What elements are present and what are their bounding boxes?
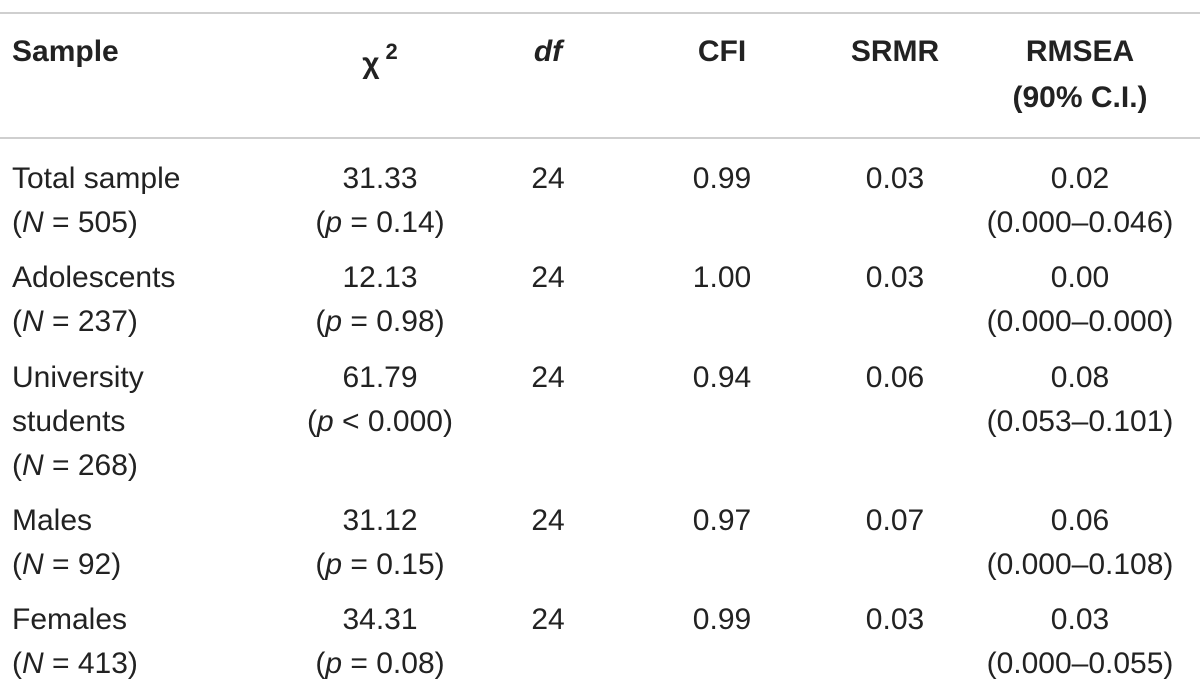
- row-sample-label: Adolescents: [12, 261, 176, 294]
- row-rmsea-value: 0.00: [1050, 261, 1110, 294]
- sample-size-symbol: N: [22, 548, 44, 581]
- row-df-value: 24: [531, 261, 565, 294]
- row-sample-label: Females: [12, 603, 128, 636]
- row-srmr-value: 0.03: [865, 162, 925, 195]
- header-cfi: CFI: [697, 35, 747, 68]
- sample-size-symbol: N: [22, 206, 44, 239]
- row-df-value: 24: [531, 504, 565, 537]
- row-chi-square-value: 31.33: [342, 162, 418, 195]
- row-sample-label: Total sample: [12, 162, 181, 195]
- row-rmsea-ci: (0.000–0.000): [986, 305, 1174, 338]
- header-df: df: [533, 35, 563, 68]
- header-sample: Sample: [12, 35, 119, 68]
- row-chi-square-value: 12.13: [342, 261, 418, 294]
- row-df-value: 24: [531, 603, 565, 636]
- row-cfi-value: 0.99: [692, 603, 752, 636]
- row-srmr-value: 0.06: [865, 361, 925, 394]
- top-rule: [0, 12, 1200, 14]
- row-sample-label: students: [12, 405, 126, 438]
- row-rmsea-ci: (0.053–0.101): [986, 405, 1174, 438]
- p-symbol: p: [325, 647, 343, 680]
- row-rmsea-ci: (0.000–0.046): [986, 206, 1174, 239]
- row-srmr-value: 0.03: [865, 603, 925, 636]
- row-rmsea-value: 0.06: [1050, 504, 1110, 537]
- row-sample-label: University: [12, 361, 144, 394]
- row-rmsea-value: 0.02: [1050, 162, 1110, 195]
- sample-size-symbol: N: [22, 647, 44, 680]
- header-rmsea-ci: (90% C.I.): [1012, 81, 1148, 114]
- header-rule: [0, 137, 1200, 139]
- p-symbol: p: [317, 405, 334, 438]
- row-sample-label: (N = 237): [12, 305, 138, 338]
- p-symbol: p: [325, 305, 343, 338]
- row-cfi-value: 0.97: [692, 504, 752, 537]
- row-srmr-value: 0.07: [865, 504, 925, 537]
- row-p-value: (p = 0.14): [315, 206, 445, 239]
- row-cfi-value: 1.00: [692, 261, 752, 294]
- p-symbol: p: [325, 548, 343, 581]
- header-chi-symbol: χ: [362, 47, 380, 80]
- row-rmsea-value: 0.08: [1050, 361, 1110, 394]
- p-symbol: p: [325, 206, 343, 239]
- row-p-value: (p = 0.98): [315, 305, 445, 338]
- header-chi-superscript: 2: [385, 39, 398, 64]
- sample-size-symbol: N: [22, 449, 44, 482]
- header-rmsea: RMSEA: [1025, 35, 1135, 68]
- row-p-value: (p = 0.15): [315, 548, 445, 581]
- row-sample-label: (N = 92): [12, 548, 122, 581]
- sample-size-symbol: N: [22, 305, 44, 338]
- row-rmsea-ci: (0.000–0.108): [986, 548, 1174, 581]
- row-cfi-value: 0.94: [692, 361, 752, 394]
- row-rmsea-ci: (0.000–0.055): [986, 647, 1174, 680]
- row-p-value: (p = 0.08): [315, 647, 445, 680]
- row-rmsea-value: 0.03: [1050, 603, 1110, 636]
- row-sample-label: (N = 413): [12, 647, 138, 680]
- row-sample-label: (N = 505): [12, 206, 138, 239]
- row-sample-label: (N = 268): [12, 449, 138, 482]
- row-chi-square-value: 31.12: [342, 504, 418, 537]
- row-sample-label: Males: [12, 504, 93, 537]
- row-chi-square-value: 61.79: [342, 361, 418, 394]
- row-srmr-value: 0.03: [865, 261, 925, 294]
- row-p-value: (p < 0.000): [307, 405, 453, 438]
- row-df-value: 24: [531, 162, 565, 195]
- row-df-value: 24: [531, 361, 565, 394]
- row-cfi-value: 0.99: [692, 162, 752, 195]
- row-chi-square-value: 34.31: [342, 603, 418, 636]
- header-srmr: SRMR: [850, 35, 940, 68]
